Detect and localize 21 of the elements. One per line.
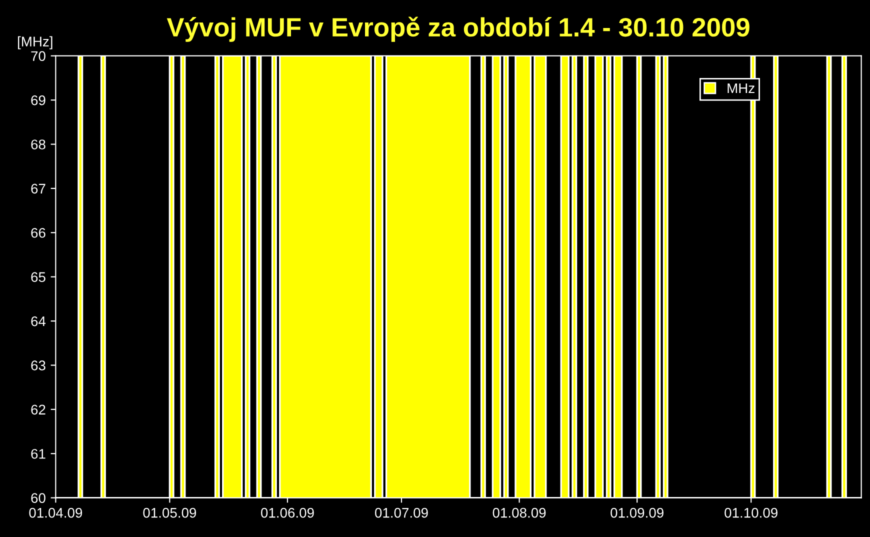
x-tick-label: 01.05.09 <box>143 508 196 518</box>
y-tick-label: 61 <box>31 448 46 459</box>
y-tick-label: 70 <box>31 51 46 62</box>
x-tick-label: 01.08.09 <box>492 508 546 518</box>
y-tick-label: 66 <box>31 228 46 238</box>
y-tick-label: 65 <box>31 272 46 282</box>
y-tick-label: 60 <box>31 493 46 503</box>
x-tick-label: 01.06.09 <box>261 508 314 518</box>
y-tick-label: 67 <box>31 184 46 194</box>
legend-label: MHz <box>728 83 754 93</box>
x-tick-label: 01.09.09 <box>610 508 664 518</box>
x-tick-label: 01.04.09 <box>29 508 82 518</box>
x-tick-label: 01.10.09 <box>724 508 778 518</box>
y-axis-title: [MHz] <box>18 36 52 50</box>
y-tick-label: 68 <box>31 140 46 150</box>
chart-title: Vývoj MUF v Evropě za období 1.4 - 30.10 2009 <box>166 16 750 42</box>
y-tick-label: 64 <box>31 316 46 326</box>
x-tick-label: 01.07.09 <box>375 508 428 518</box>
y-tick-label: 69 <box>31 95 46 106</box>
y-tick-label: 63 <box>31 360 46 370</box>
y-tick-label: 62 <box>31 404 46 415</box>
